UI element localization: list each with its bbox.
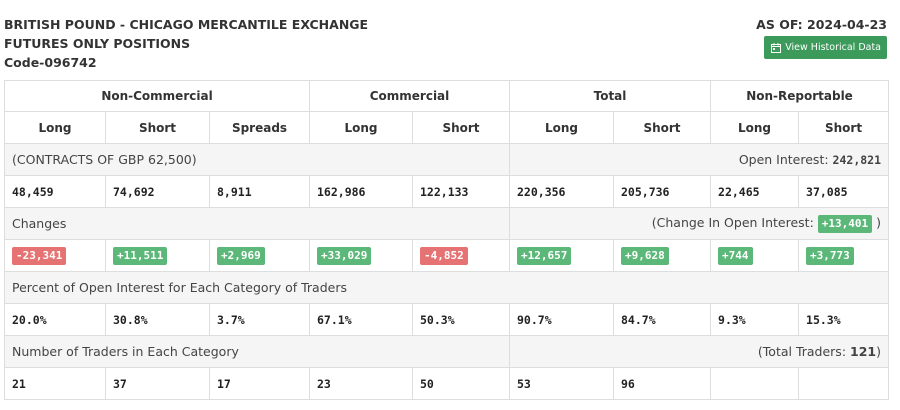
contracts-label: (CONTRACTS OF GBP 62,500) [4, 143, 510, 176]
table-cell: 48,459 [4, 175, 106, 208]
table-cell: 17 [209, 367, 310, 400]
col-comm-short: Short [412, 111, 510, 144]
col-total-long: Long [509, 111, 614, 144]
table-cell: 162,986 [309, 175, 413, 208]
table-cell: 3.7% [209, 303, 310, 336]
table-cell: 122,133 [412, 175, 510, 208]
percent-label: Percent of Open Interest for Each Catego… [3, 271, 890, 304]
table-cell: 21 [4, 367, 106, 400]
market-code: Code-096742 [4, 55, 97, 70]
table-cell: 20.0% [4, 303, 106, 336]
change-badge: +9,628 [621, 246, 669, 265]
contracts-band-row: (CONTRACTS OF GBP 62,500) Open Interest:… [4, 143, 890, 176]
traders-band-row: Number of Traders in Each Category (Tota… [4, 335, 890, 368]
table-cell: 37 [105, 367, 210, 400]
table-cell [710, 367, 800, 400]
table-cell: +11,511 [105, 239, 210, 272]
table-cell: 84.7% [612, 303, 712, 336]
table-cell: 90.7% [509, 303, 614, 336]
changes-label: Changes [4, 207, 510, 240]
col-comm-long: Long [309, 111, 413, 144]
table-cell: 67.1% [309, 303, 413, 336]
table-cell: 9.3% [710, 303, 800, 336]
table-cell: -4,852 [412, 239, 510, 272]
report-title: BRITISH POUND - CHICAGO MERCANTILE EXCHA… [4, 15, 368, 72]
change-badge: -4,852 [420, 246, 468, 265]
view-historical-data-label: View Historical Data [785, 42, 881, 53]
table-cell [798, 367, 890, 400]
total-traders-label: (Total Traders: [757, 344, 847, 359]
change-open-interest: (Change In Open Interest: +13,401 ) [508, 207, 890, 240]
open-interest-value: 242,821 [832, 153, 882, 167]
change-badge: +33,029 [317, 246, 372, 265]
change-badge: +2,969 [217, 246, 265, 265]
change-badge: +744 [718, 246, 753, 265]
table-cell: 96 [612, 367, 712, 400]
traders-label: Number of Traders in Each Category [4, 335, 510, 368]
table-cell: +9,628 [612, 239, 712, 272]
change-badge: +12,657 [517, 246, 572, 265]
calendar-icon [771, 42, 782, 53]
col-noncomm-spreads: Spreads [209, 111, 310, 144]
table-cell: 220,356 [509, 175, 614, 208]
table-cell: 53 [509, 367, 614, 400]
change-oi-prefix: (Change In Open Interest: [651, 214, 814, 230]
table-cell: 15.3% [798, 303, 890, 336]
table-cell: 22,465 [710, 175, 800, 208]
col-noncomm-short: Short [105, 111, 210, 144]
table-cell: -23,341 [4, 239, 106, 272]
total-traders-value: 121 [850, 344, 877, 359]
total-traders: (Total Traders: 121) [508, 335, 890, 368]
table-cell: 50.3% [412, 303, 510, 336]
change-oi-suffix: ) [876, 214, 882, 230]
title-line-2: FUTURES ONLY POSITIONS [4, 36, 191, 51]
title-line-1: BRITISH POUND - CHICAGO MERCANTILE EXCHA… [4, 17, 369, 32]
changes-band-row: Changes (Change In Open Interest: +13,40… [4, 207, 890, 240]
report-header: BRITISH POUND - CHICAGO MERCANTILE EXCHA… [4, 15, 896, 75]
table-cell: 37,085 [798, 175, 890, 208]
percent-band-row: Percent of Open Interest for Each Catego… [3, 271, 890, 304]
col-nonrep-short: Short [798, 111, 890, 144]
table-cell: 205,736 [612, 175, 712, 208]
change-badge: +11,511 [113, 246, 168, 265]
table-cell: 50 [412, 367, 510, 400]
change-badge: +3,773 [806, 246, 854, 265]
group-commercial: Commercial [309, 80, 510, 112]
col-nonrep-long: Long [710, 111, 800, 144]
group-non-reportable: Non-Reportable [710, 80, 890, 112]
traders-values-row: 21 37 17 23 50 53 96 [4, 367, 890, 400]
change-badge: -23,341 [12, 246, 67, 265]
table-cell: 23 [309, 367, 413, 400]
view-historical-data-button[interactable]: View Historical Data [764, 36, 887, 59]
open-interest: Open Interest: 242,821 [508, 143, 890, 176]
group-header-row: Non-Commercial Commercial Total Non-Repo… [4, 80, 890, 112]
changes-values-row: -23,341 +11,511 +2,969 +33,029 -4,852 +1… [4, 239, 890, 272]
cot-positions-table: Non-Commercial Commercial Total Non-Repo… [3, 80, 890, 400]
change-oi-badge: +13,401 [817, 214, 873, 233]
table-cell: 8,911 [209, 175, 310, 208]
as-of-date: AS OF: 2024-04-23 [756, 17, 887, 32]
column-header-row: Long Short Spreads Long Short Long Short… [4, 111, 890, 144]
contracts-values-row: 48,459 74,692 8,911 162,986 122,133 220,… [4, 175, 890, 208]
col-total-short: Short [612, 111, 712, 144]
table-cell: +33,029 [309, 239, 413, 272]
group-total: Total [508, 80, 712, 112]
table-cell: +2,969 [209, 239, 310, 272]
percent-values-row: 20.0% 30.8% 3.7% 67.1% 50.3% 90.7% 84.7%… [4, 303, 890, 336]
total-traders-suffix: ) [876, 344, 882, 359]
col-noncomm-long: Long [4, 111, 106, 144]
table-cell: +12,657 [509, 239, 614, 272]
table-cell: 30.8% [105, 303, 210, 336]
table-cell: 74,692 [105, 175, 210, 208]
table-cell: +744 [710, 239, 800, 272]
table-cell: +3,773 [798, 239, 890, 272]
group-non-commercial: Non-Commercial [4, 80, 310, 112]
open-interest-label: Open Interest: [738, 152, 829, 167]
